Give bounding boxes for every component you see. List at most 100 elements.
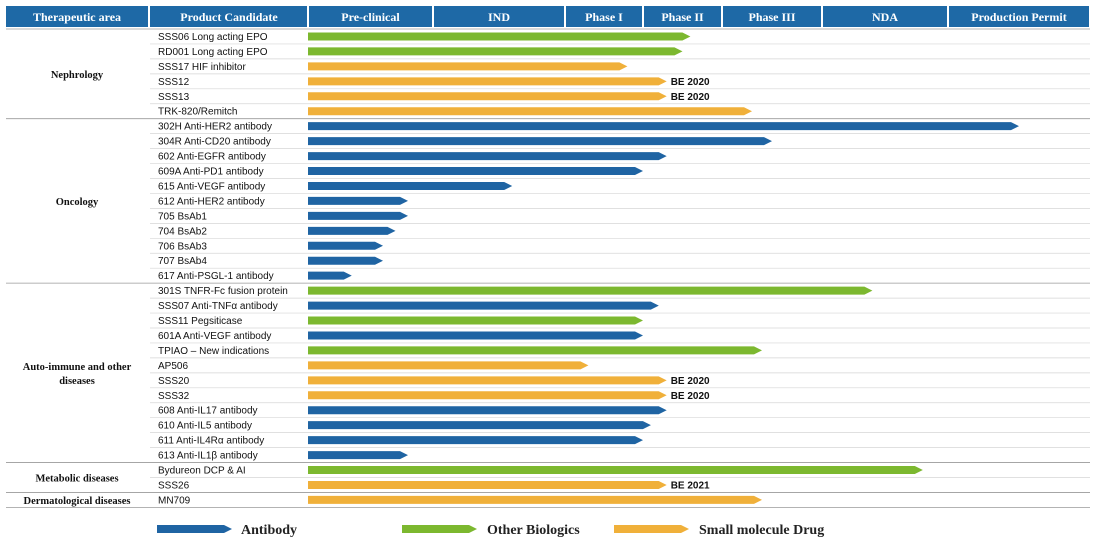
product-name: SSS17 HIF inhibitor [158, 62, 246, 73]
product-name: TRK-820/Remitch [158, 107, 237, 118]
legend-swatch [157, 525, 232, 533]
header-stage-label: IND [488, 10, 510, 24]
product-name: TPIAO – New indications [158, 346, 269, 357]
header-stage-cell [823, 6, 947, 27]
product-name: 615 Anti-VEGF antibody [158, 181, 265, 192]
area-label-4: Dermatological diseases [23, 496, 130, 507]
product-name: MN709 [158, 495, 191, 506]
area-label-3: Metabolic diseases [35, 474, 118, 485]
product-name: SSS11 Pegsiticase [158, 316, 243, 327]
product-name: 302H Anti-HER2 antibody [158, 122, 272, 133]
pipeline-note: BE 2020 [671, 391, 710, 402]
product-name: SSS12 [158, 77, 190, 88]
pipeline-bar [308, 346, 762, 355]
header-stage-cell [644, 6, 721, 27]
pipeline-bar [308, 181, 513, 190]
pipeline-bar [308, 152, 667, 161]
pipeline-bar [308, 391, 667, 400]
product-name: 613 Anti-IL1β antibody [158, 451, 258, 462]
header-stage-label: Pre-clinical [341, 10, 400, 24]
pipeline-bar [308, 331, 643, 340]
pipeline-bar [308, 316, 643, 325]
pipeline-bar [308, 137, 772, 146]
header-stage-cell [434, 6, 564, 27]
product-name: 612 Anti-HER2 antibody [158, 196, 265, 207]
area-label-2: Auto-immune and other diseases [23, 362, 132, 387]
header-area-label: Therapeutic area [33, 10, 121, 24]
header-product-label: Product Candidate [180, 10, 278, 24]
product-name: SSS07 Anti-TNFα antibody [158, 301, 278, 312]
pipeline-note: BE 2020 [671, 92, 710, 103]
pipeline-bar [308, 271, 352, 280]
header-cell-product [150, 6, 307, 27]
product-name: SSS20 [158, 376, 190, 387]
product-name: 610 Anti-IL5 antibody [158, 421, 252, 432]
product-name: 304R Anti-CD20 antibody [158, 137, 271, 148]
pipeline-bar [308, 167, 643, 176]
legend-swatch [614, 525, 689, 533]
product-name: AP506 [158, 361, 188, 372]
header-stage-label: Production Permit [971, 10, 1066, 24]
area-label-line: diseases [59, 376, 95, 387]
pipeline-bar [308, 211, 408, 220]
pipeline-note: BE 2021 [671, 480, 710, 491]
legend-label: Antibody [241, 523, 297, 538]
product-name: 608 Anti-IL17 antibody [158, 406, 258, 417]
header-stage-cell [723, 6, 821, 27]
legend-label: Small molecule Drug [699, 523, 824, 538]
legend-label: Other Biologics [487, 523, 580, 538]
area-label-1: Oncology [56, 197, 99, 208]
product-name: 611 Anti-IL4Rα antibody [158, 436, 264, 447]
pipeline-bar [308, 62, 628, 71]
product-name: 601A Anti-VEGF antibody [158, 331, 271, 342]
product-name: 301S TNFR-Fc fusion protein [158, 286, 288, 297]
legend-swatch [402, 525, 477, 533]
product-name: RD001 Long acting EPO [158, 47, 268, 58]
pipeline-bar [308, 256, 383, 265]
pipeline-bar [308, 451, 408, 460]
pipeline-bar [308, 466, 923, 475]
area-label-line: Auto-immune and other [23, 362, 132, 373]
pipeline-bar [308, 32, 691, 41]
header-stage-label: Phase II [661, 10, 704, 24]
header-cell-area [6, 6, 148, 27]
product-name: Bydureon DCP & AI [158, 466, 246, 477]
product-name: 706 BsAb3 [158, 241, 207, 252]
pipeline-bar [308, 421, 651, 430]
header-stage-cell [566, 6, 642, 27]
pipeline-bar [308, 361, 589, 370]
pipeline-bar [308, 122, 1019, 131]
pipeline-bar [308, 241, 383, 250]
product-name: SSS06 Long acting EPO [158, 32, 268, 43]
product-name: SSS13 [158, 92, 190, 103]
pipeline-bar [308, 436, 643, 445]
pipeline-note: BE 2020 [671, 376, 710, 387]
pipeline-bar [308, 77, 667, 86]
pipeline-bar [308, 196, 408, 205]
header-stage-cell [309, 6, 432, 27]
pipeline-bar [308, 301, 659, 310]
product-name: 704 BsAb2 [158, 226, 207, 237]
pipeline-bar [308, 480, 667, 489]
area-label-0: Nephrology [51, 70, 104, 81]
pipeline-bar [308, 226, 396, 235]
header-stage-label: Phase III [748, 10, 795, 24]
pipeline-note: BE 2020 [671, 77, 710, 88]
product-name: 705 BsAb1 [158, 211, 207, 222]
header-stage-label: NDA [872, 10, 898, 24]
pipeline-bar [308, 92, 667, 101]
product-name: 617 Anti-PSGL-1 antibody [158, 271, 274, 282]
header-stage-cell [949, 6, 1089, 27]
header-stage-label: Phase I [585, 10, 623, 24]
pipeline-bar [308, 376, 667, 385]
pipeline-bar [308, 286, 873, 295]
product-name: 609A Anti-PD1 antibody [158, 167, 264, 178]
pipeline-bar [308, 495, 762, 504]
product-name: 707 BsAb4 [158, 256, 207, 267]
product-name: SSS26 [158, 480, 190, 491]
product-name: 602 Anti-EGFR antibody [158, 152, 266, 163]
pipeline-bar [308, 406, 667, 415]
pipeline-bar [308, 47, 683, 56]
